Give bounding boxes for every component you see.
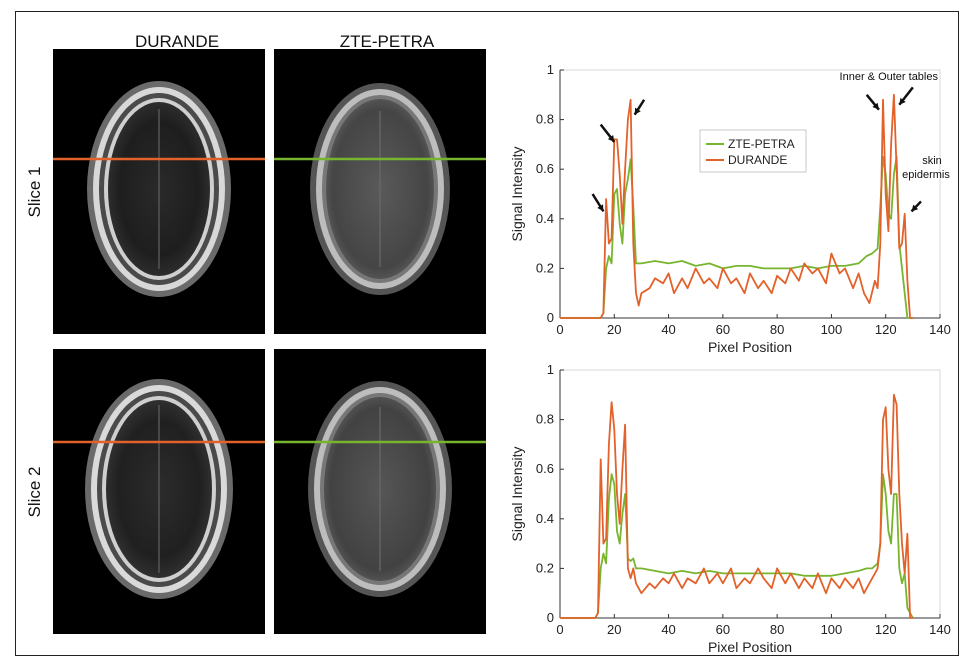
x-tick-label: 60 (716, 622, 730, 637)
x-tick-label: 0 (556, 322, 563, 337)
annotation-arrowhead (634, 107, 641, 115)
x-tick-label: 140 (929, 322, 951, 337)
series-line-zte-petra (560, 473, 914, 619)
x-tick-label: 80 (770, 622, 784, 637)
row-label-slice-1: Slice 1 (25, 166, 44, 218)
annotation-epidermis: epidermis (902, 169, 950, 181)
annotation-skin: skin (922, 155, 942, 167)
x-tick-label: 100 (821, 322, 843, 337)
annotation-arrowhead (607, 135, 615, 142)
y-tick-label: 0.2 (536, 560, 554, 575)
column-title-durande: DURANDE (134, 32, 220, 51)
y-tick-label: 0 (547, 610, 554, 625)
y-tick-label: 0.8 (536, 112, 554, 127)
series-line-durande (560, 93, 913, 319)
column-title-zte-petra: ZTE-PETRA (339, 32, 435, 51)
annotation-arrowhead (899, 97, 906, 105)
row-label-slice-2: Slice 2 (25, 466, 44, 518)
x-tick-label: 140 (929, 622, 951, 637)
y-tick-label: 1 (547, 362, 554, 377)
annotation-arrowhead (911, 204, 919, 212)
x-tick-label: 80 (770, 322, 784, 337)
chart-svg-slice-1: 0 20 40 60 80 100 120 140 0 0.2 0.4 0.6 0.8 1 Pixel Po… (509, 62, 951, 355)
x-tick-label: 40 (661, 622, 675, 637)
annotation-arrowhead (872, 102, 879, 110)
signal-profile-chart-slice-1: 0 20 40 60 80 100 120 140 0 0.2 0.4 0.6 0.8 1 Pixel Po… (494, 48, 954, 355)
x-axis-label: Pixel Position (708, 639, 792, 653)
x-tick-label: 60 (716, 322, 730, 337)
y-tick-label: 0.2 (536, 260, 554, 275)
y-axis-label: Signal Intensity (509, 447, 525, 542)
y-tick-label: 0.8 (536, 412, 554, 427)
x-tick-label: 120 (875, 622, 897, 637)
y-tick-label: 0.4 (536, 511, 554, 526)
annotation-inner-outer-tables: Inner & Outer tables (840, 71, 939, 83)
x-tick-label: 100 (821, 622, 843, 637)
y-tick-label: 1 (547, 62, 554, 77)
chart-svg-slice-2: 0 20 40 60 80 100 120 140 0 0.2 0.4 0.6 0.8 1 Pixel Po… (509, 362, 951, 655)
series-line-durande (560, 393, 913, 619)
scan-zte-petra-slice-1 (274, 49, 486, 334)
legend-box (699, 129, 807, 173)
scan-durande-slice-1 (53, 49, 265, 334)
figure-panel: DURANDE ZTE-PETRA Slice 1 Slice 2 (15, 11, 959, 656)
y-tick-label: 0.6 (536, 161, 554, 176)
scan-zte-petra-slice-2 (274, 349, 486, 634)
scan-durande-slice-2 (53, 349, 265, 634)
y-tick-label: 0 (547, 310, 554, 325)
x-tick-label: 20 (607, 622, 621, 637)
y-axis-label: Signal Intensity (509, 147, 525, 242)
legend-entry: ZTE-PETRA (728, 137, 795, 151)
x-axis-label: Pixel Position (708, 339, 792, 353)
x-tick-label: 0 (556, 622, 563, 637)
y-tick-label: 0.6 (536, 461, 554, 476)
signal-profile-chart-slice-2: 0 20 40 60 80 100 120 140 0 0.2 0.4 0.6 0.8 1 Pixel Po… (494, 348, 954, 655)
x-tick-label: 120 (875, 322, 897, 337)
legend-entry: DURANDE (728, 153, 787, 167)
x-tick-label: 20 (607, 322, 621, 337)
x-tick-label: 40 (661, 322, 675, 337)
annotation-arrowhead (597, 204, 604, 212)
y-tick-label: 0.4 (536, 211, 554, 226)
